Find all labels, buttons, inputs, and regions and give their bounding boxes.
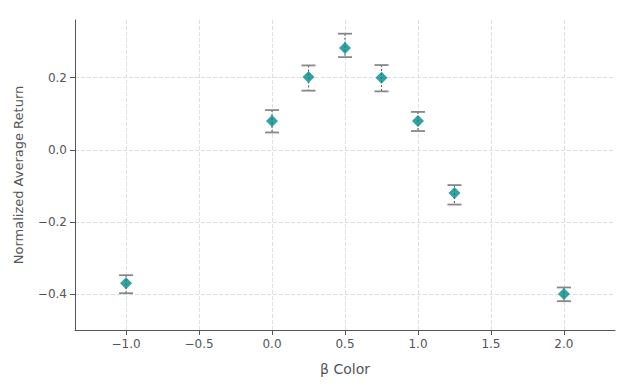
svg-text:0.0: 0.0 bbox=[262, 337, 281, 351]
svg-text:1.5: 1.5 bbox=[481, 337, 500, 351]
svg-text:−0.2: −0.2 bbox=[38, 215, 67, 229]
svg-text:1.0: 1.0 bbox=[408, 337, 427, 351]
svg-text:0.2: 0.2 bbox=[48, 71, 67, 85]
svg-text:0.0: 0.0 bbox=[48, 143, 67, 157]
svg-text:0.5: 0.5 bbox=[335, 337, 354, 351]
svg-text:−0.4: −0.4 bbox=[38, 287, 67, 301]
svg-text:−1.0: −1.0 bbox=[112, 337, 141, 351]
svg-text:2.0: 2.0 bbox=[554, 337, 573, 351]
svg-text:−0.5: −0.5 bbox=[184, 337, 213, 351]
svg-text:β Color: β Color bbox=[320, 361, 370, 377]
svg-text:Normalized Average Return: Normalized Average Return bbox=[11, 86, 26, 265]
